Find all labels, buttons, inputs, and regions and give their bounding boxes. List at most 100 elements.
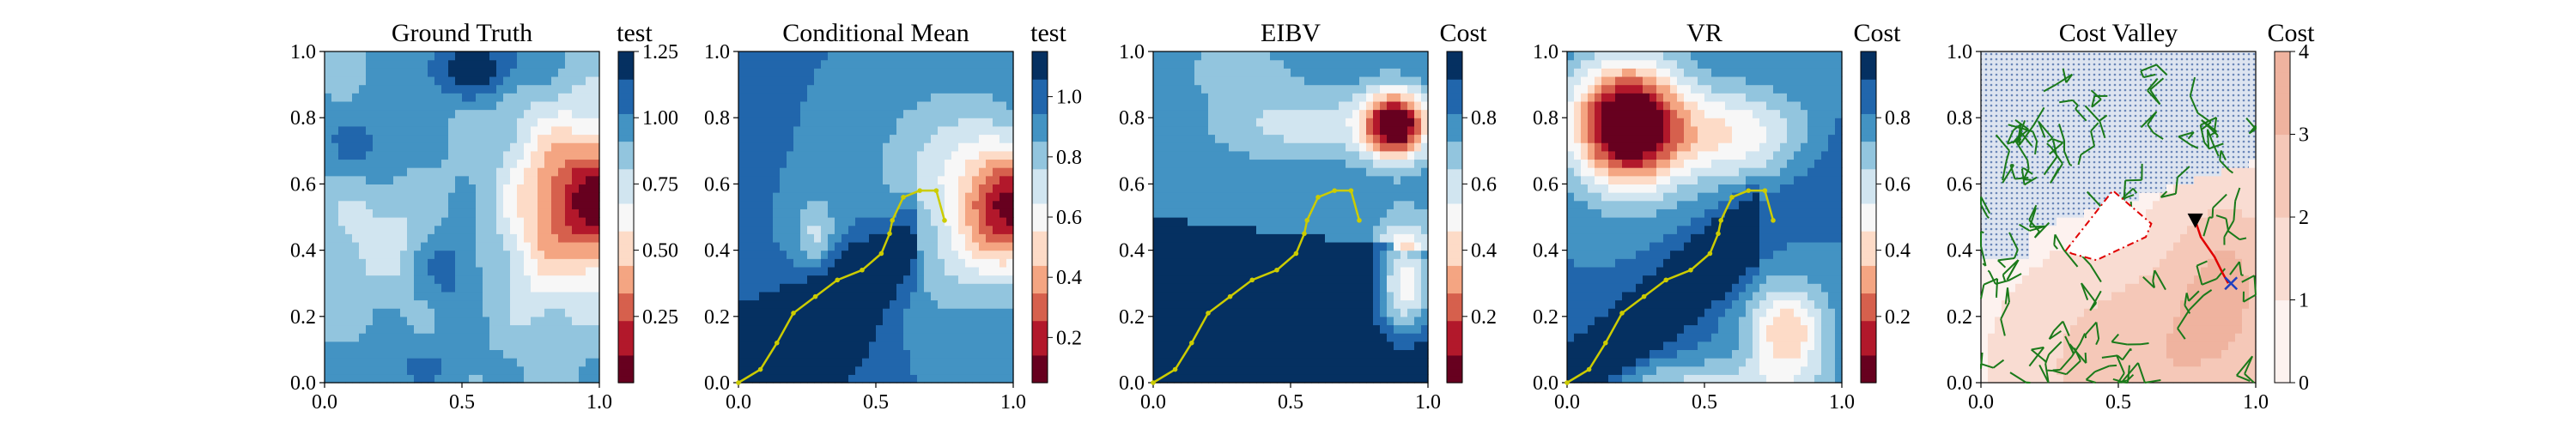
heatmap-cell: [1339, 358, 1346, 367]
heatmap-cell: [1006, 200, 1014, 209]
heatmap-cell: [1407, 200, 1415, 209]
heatmap-cell: [1400, 308, 1408, 317]
heatmap-cell: [380, 217, 387, 227]
heatmap-cell: [1311, 184, 1319, 193]
heatmap-cell: [414, 125, 422, 136]
heatmap-cell: [434, 125, 442, 136]
heatmap-cell: [869, 159, 877, 168]
heatmap-cell: [441, 299, 449, 309]
heatmap-cell: [586, 299, 593, 309]
heatmap-cell: [469, 109, 477, 118]
heatmap-cell: [807, 358, 815, 367]
heatmap-cell: [469, 142, 477, 152]
heatmap-cell: [903, 374, 911, 384]
heatmap-cell: [814, 118, 822, 127]
heatmap-cell: [345, 167, 353, 177]
heatmap-cell: [1339, 374, 1346, 384]
heatmap-cell: [773, 159, 781, 168]
heatmap-cell: [958, 266, 966, 276]
heatmap-cell: [407, 68, 415, 77]
heatmap-cell: [924, 150, 932, 160]
heatmap-cell: [979, 233, 987, 243]
heatmap-cell: [752, 250, 760, 259]
heatmap-cell: [1188, 225, 1195, 234]
heatmap-cell: [951, 184, 959, 193]
heatmap-cell: [903, 208, 911, 218]
heatmap-cell: [1160, 84, 1168, 94]
heatmap-cell: [896, 333, 904, 342]
heatmap-cell: [592, 316, 600, 326]
heatmap-cell: [841, 134, 849, 143]
heatmap-cell: [1222, 349, 1230, 359]
heatmap-cell: [1222, 150, 1230, 160]
heatmap-cell: [1284, 51, 1291, 61]
heatmap-cell: [773, 241, 781, 251]
heatmap-cell: [1263, 76, 1271, 86]
y-tick-label: 0.6: [290, 173, 316, 196]
heatmap-cell: [807, 150, 815, 160]
heatmap-cell: [917, 217, 925, 227]
heatmap-cell: [455, 159, 463, 168]
heatmap-cell: [1400, 200, 1408, 209]
heatmap-cell: [1174, 217, 1182, 227]
heatmap-cell: [524, 266, 532, 276]
heatmap-cell: [331, 233, 339, 243]
colorbar-segment: [618, 51, 634, 59]
heatmap-cell: [993, 316, 1000, 326]
heatmap-cell: [848, 258, 856, 268]
heatmap-cell: [1332, 109, 1340, 118]
heatmap-cell: [972, 308, 980, 317]
heatmap-cell: [572, 233, 580, 243]
panel-title: Conditional Mean: [782, 19, 969, 47]
heatmap-cell: [393, 142, 401, 152]
heatmap-cell: [876, 134, 884, 143]
heatmap-cell: [896, 150, 904, 160]
heatmap-cell: [1222, 134, 1230, 143]
heatmap-cell: [483, 142, 490, 152]
heatmap-cell: [938, 68, 945, 77]
heatmap-cell: [773, 366, 781, 375]
heatmap-cell: [572, 192, 580, 202]
heatmap-cell: [503, 76, 511, 86]
heatmap-cell: [924, 333, 932, 342]
heatmap-cell: [1421, 134, 1429, 143]
heatmap-cell: [359, 118, 367, 127]
heatmap-cell: [903, 324, 911, 334]
heatmap-cell: [462, 258, 470, 268]
heatmap-cell: [972, 208, 980, 218]
heatmap-cell: [462, 225, 470, 234]
colorbar-segment: [618, 279, 634, 287]
heatmap-cell: [1332, 118, 1340, 127]
heatmap-cell: [1297, 341, 1305, 350]
heatmap-cell: [1291, 333, 1298, 342]
heatmap-cell: [414, 134, 422, 143]
heatmap-cell: [745, 109, 753, 118]
heatmap-cell: [1332, 333, 1340, 342]
colorbar-segment: [1032, 265, 1048, 273]
heatmap-cell: [745, 299, 753, 309]
heatmap-cell: [848, 333, 856, 342]
heatmap-cell: [572, 316, 580, 326]
heatmap-cell: [441, 200, 449, 209]
heatmap-cell: [1160, 118, 1168, 127]
heatmap-cell: [1380, 324, 1388, 334]
heatmap-cell: [896, 324, 904, 334]
heatmap-cell: [455, 59, 463, 69]
heatmap-cell: [876, 349, 884, 359]
heatmap-cell: [1167, 51, 1175, 61]
heatmap-cell: [1188, 366, 1195, 375]
heatmap-cell: [780, 266, 787, 276]
heatmap-cell: [414, 159, 422, 168]
heatmap-cell: [793, 333, 801, 342]
heatmap-cell: [1249, 150, 1257, 160]
heatmap-cell: [373, 324, 380, 334]
heatmap-cell: [1387, 266, 1394, 276]
heatmap-cell: [793, 258, 801, 268]
heatmap-cell: [1373, 258, 1381, 268]
heatmap-cell: [910, 217, 918, 227]
heatmap-cell: [1325, 266, 1333, 276]
heatmap-cell: [366, 109, 374, 118]
heatmap-cell: [1208, 341, 1216, 350]
heatmap-cell: [524, 175, 532, 184]
heatmap-cell: [586, 316, 593, 326]
